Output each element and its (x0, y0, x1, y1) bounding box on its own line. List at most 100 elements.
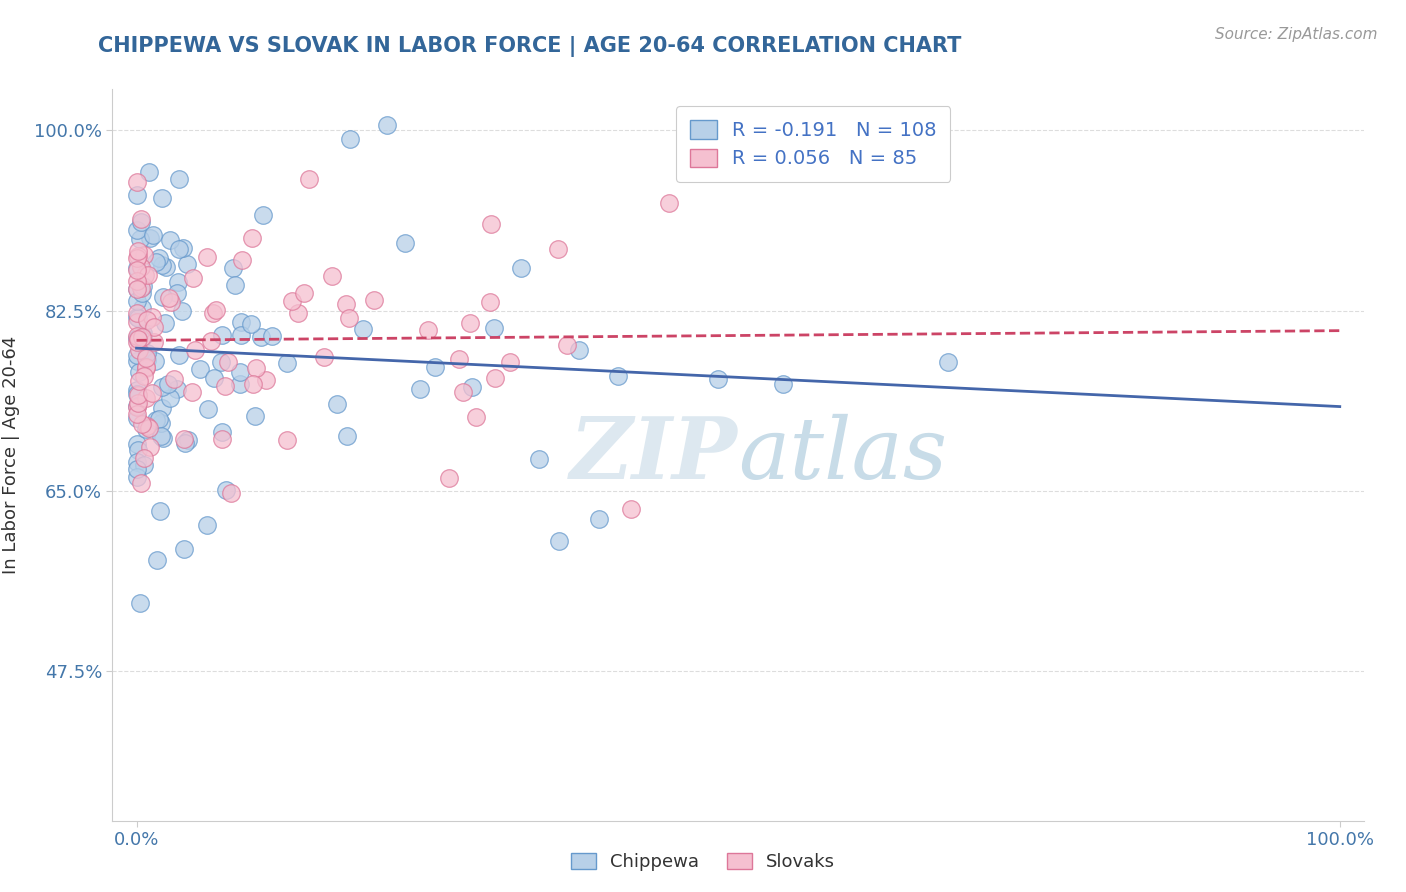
Point (127, 244, 149, 258)
Point (131, 301, 153, 315)
Point (184, 343, 207, 357)
Point (321, 268, 343, 283)
Point (150, 380, 173, 394)
Point (606, 368, 628, 383)
Point (132, 329, 155, 343)
Point (135, 422, 157, 436)
Text: ZIP: ZIP (571, 413, 738, 497)
Point (128, 365, 150, 379)
Point (135, 353, 157, 368)
Point (125, 293, 148, 308)
Text: atlas: atlas (738, 414, 948, 496)
Point (568, 343, 591, 358)
Point (132, 451, 155, 466)
Point (125, 282, 148, 296)
Point (125, 310, 148, 324)
Point (287, 306, 309, 320)
Point (276, 433, 298, 447)
Point (325, 397, 347, 411)
Point (127, 455, 149, 469)
Point (131, 330, 153, 344)
Point (482, 321, 505, 335)
Point (217, 355, 239, 369)
Point (547, 534, 569, 549)
Point (451, 384, 474, 399)
Point (464, 409, 486, 424)
Point (262, 329, 284, 343)
Point (510, 260, 533, 275)
Point (200, 334, 222, 348)
Point (152, 259, 174, 273)
Point (195, 250, 218, 264)
Point (176, 257, 198, 271)
Point (409, 382, 432, 396)
Point (129, 596, 152, 610)
Point (202, 371, 225, 385)
Point (127, 411, 149, 425)
Point (125, 470, 148, 484)
Point (215, 483, 238, 498)
Point (135, 313, 157, 327)
Point (166, 382, 188, 396)
Point (127, 310, 149, 325)
Point (141, 385, 163, 400)
Point (312, 350, 335, 364)
Point (772, 377, 794, 392)
Point (142, 228, 165, 243)
Point (229, 315, 252, 329)
Point (135, 360, 157, 375)
Point (211, 432, 233, 446)
Point (166, 276, 188, 290)
Point (177, 433, 200, 447)
Point (173, 436, 195, 450)
Point (148, 251, 170, 265)
Point (138, 165, 160, 179)
Point (484, 371, 506, 385)
Point (352, 321, 374, 335)
Point (135, 351, 157, 365)
Point (129, 476, 152, 491)
Point (148, 412, 170, 426)
Point (127, 332, 149, 346)
Point (125, 335, 148, 350)
Point (146, 553, 169, 567)
Point (172, 241, 194, 255)
Point (139, 231, 162, 245)
Point (170, 304, 193, 318)
Point (131, 417, 153, 432)
Point (159, 392, 181, 406)
Point (555, 338, 578, 352)
Point (129, 232, 152, 246)
Point (127, 442, 149, 457)
Point (155, 260, 177, 274)
Point (143, 335, 166, 350)
Point (195, 518, 218, 533)
Point (499, 354, 522, 368)
Point (135, 392, 157, 406)
Point (588, 512, 610, 526)
Point (167, 348, 190, 362)
Y-axis label: In Labor Force | Age 20-64: In Labor Force | Age 20-64 (3, 335, 20, 574)
Point (157, 292, 180, 306)
Point (276, 356, 298, 370)
Point (159, 233, 181, 247)
Point (620, 501, 643, 516)
Point (240, 317, 263, 331)
Point (439, 471, 461, 485)
Point (181, 270, 204, 285)
Point (658, 196, 681, 211)
Point (240, 231, 263, 245)
Point (242, 377, 264, 392)
Point (125, 282, 148, 296)
Point (134, 368, 156, 383)
Point (128, 343, 150, 357)
Point (458, 316, 481, 330)
Point (135, 418, 157, 433)
Point (173, 542, 195, 557)
Point (155, 317, 177, 331)
Point (245, 409, 267, 423)
Point (160, 294, 183, 309)
Point (394, 235, 416, 250)
Point (335, 297, 357, 311)
Point (134, 248, 156, 262)
